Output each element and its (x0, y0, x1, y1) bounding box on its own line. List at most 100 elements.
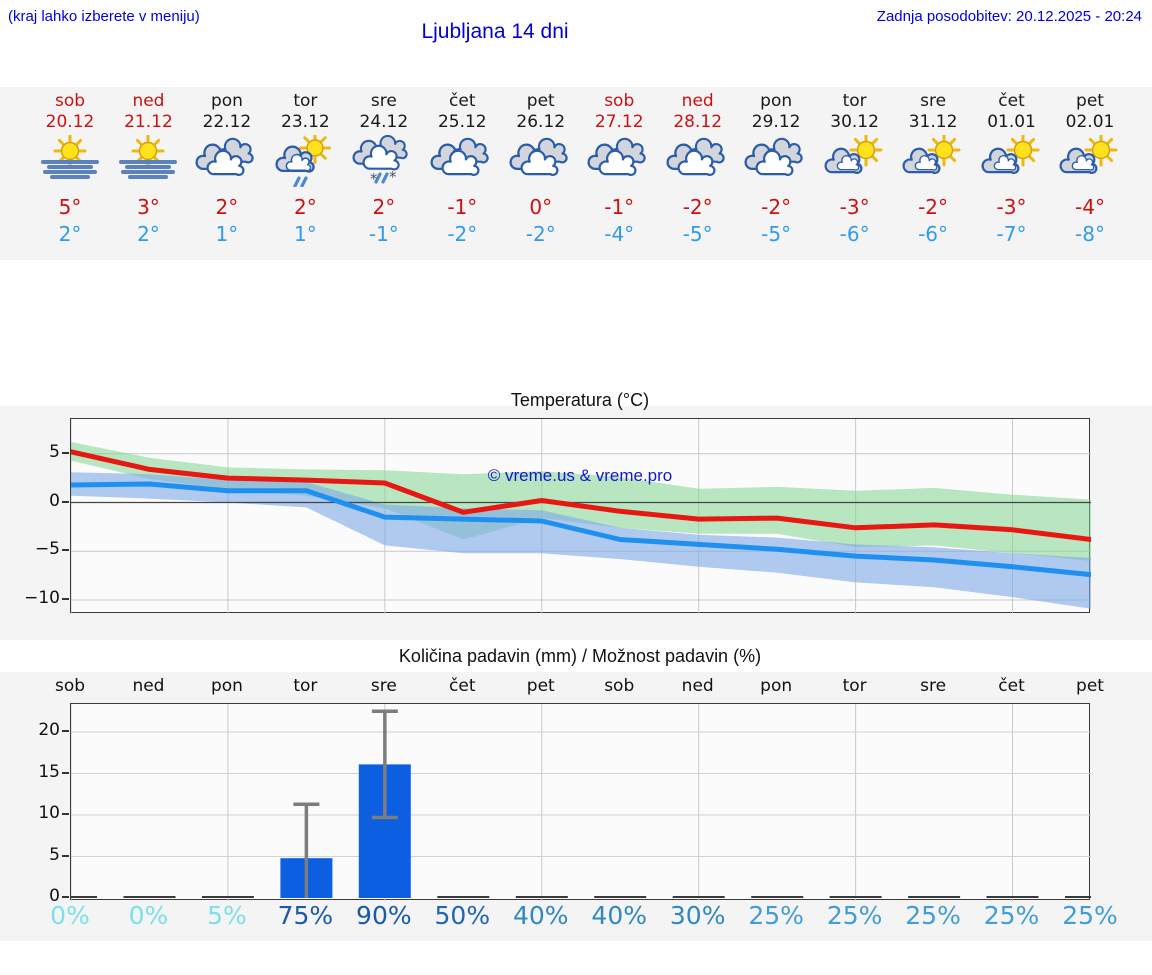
precip-day-label: ned (132, 676, 165, 696)
day-date-label: 24.12 (359, 112, 409, 132)
forecast-day-column: sre 24.12 * * 2° -1° (344, 91, 424, 248)
weather-icon (815, 133, 895, 191)
day-name-label: sre (370, 91, 397, 111)
weather-icon (30, 134, 110, 191)
weather-icon (265, 132, 345, 191)
temp-high-value: 5° (58, 195, 82, 219)
temp-high-value: -3° (839, 195, 870, 219)
precip-ytick-label: 20 (38, 720, 60, 740)
temp-low-value: 2° (137, 222, 160, 246)
min-temp-band (71, 472, 1091, 609)
precip-zero-bar (437, 896, 490, 898)
precip-percent-value: 25% (748, 901, 804, 930)
precip-percent-value: 5% (207, 901, 247, 930)
temp-low-value: -8° (1075, 222, 1105, 246)
precip-day-label: sob (604, 676, 635, 696)
partly-icon-svg (824, 133, 883, 174)
precip-percent-value: 0% (50, 901, 90, 930)
watermark-label: © vreme.us & vreme.pro (487, 466, 673, 485)
precip-tick-mark (62, 855, 69, 857)
temp-high-value: 2° (294, 195, 317, 219)
page-title: Ljubljana 14 dni (421, 20, 569, 43)
weather-icon: * * (344, 135, 424, 191)
forecast-day-column: sob 27.12 -1° -4° (579, 91, 659, 248)
temp-ytick-label: 0 (49, 491, 60, 511)
temp-low-value: -6° (918, 222, 949, 246)
temp-high-value: -2° (761, 195, 792, 219)
last-update-label: Zadnja posodobitev: 20.12.2025 - 20:24 (876, 8, 1142, 25)
weather-icon (108, 134, 188, 191)
menu-hint-note: (kraj lahko izberete v meniju) (8, 8, 200, 25)
temp-low-value: 2° (58, 222, 82, 246)
temp-high-value: -4° (1075, 195, 1105, 219)
precip-ytick-label: 0 (49, 886, 60, 906)
precip-day-label: ned (681, 676, 714, 696)
precip-percent-value: 40% (591, 901, 648, 930)
temp-high-value: -2° (682, 195, 713, 219)
day-date-label: 25.12 (437, 112, 487, 132)
forecast-day-column: pon 29.12 -2° -5° (736, 91, 816, 248)
weather-icon (736, 135, 816, 191)
precip-percent-value: 25% (826, 901, 883, 930)
day-name-label: sre (920, 91, 947, 111)
precipitation-chart-plot (70, 703, 1091, 901)
temp-ytick-label: 5 (49, 442, 60, 462)
sleet-icon-svg: * * (352, 135, 408, 188)
forecast-day-column: ned 28.12 -2° -5° (658, 91, 738, 248)
partly-icon-svg (902, 133, 961, 174)
precip-percent-value: 75% (277, 901, 334, 930)
forecast-day-column: sre 31.12 -2° -6° (893, 91, 973, 248)
day-name-label: sob (604, 91, 635, 111)
weather-icon (501, 135, 581, 191)
temp-low-value: -5° (761, 222, 792, 246)
precipitation-chart-title: Količina padavin (mm) / Možnost padavin … (398, 646, 762, 666)
precip-zero-bar (71, 896, 97, 898)
day-date-label: 01.01 (987, 112, 1036, 132)
day-name-label: pon (210, 91, 243, 111)
forecast-day-column: čet 01.01 -3° -7° (972, 91, 1052, 248)
temp-low-value: -2° (447, 222, 478, 246)
forecast-strip: sob 20.12 5° 2° ned 21.12 3° 2° pon 22.12 2° 1° tor 2… (0, 87, 1152, 260)
precip-zero-bar (201, 896, 254, 898)
day-date-label: 27.12 (594, 112, 644, 132)
precip-day-label: sob (54, 676, 86, 696)
cloudy-icon-svg (430, 137, 489, 176)
svg-text:*: * (370, 170, 378, 187)
svg-text:*: * (389, 168, 397, 186)
precip-zero-bar (829, 896, 882, 898)
precip-tick-mark (62, 813, 69, 815)
weather-icon (1050, 133, 1130, 191)
weather-icon (422, 135, 502, 191)
forecast-day-column: sob 20.12 5° 2° (30, 91, 110, 248)
forecast-day-column: čet 25.12 -1° -2° (422, 91, 502, 248)
day-date-label: 22.12 (202, 112, 252, 132)
precip-zero-bar (751, 896, 804, 898)
day-name-label: pet (1076, 91, 1104, 111)
temperature-chart-svg (71, 419, 1091, 614)
day-name-label: tor (842, 91, 867, 111)
day-name-label: sob (54, 91, 86, 111)
precip-zero-bar (123, 896, 176, 898)
temp-tick-mark (62, 501, 69, 503)
precip-day-label: čet (998, 676, 1025, 696)
cloudy-icon-svg (587, 137, 646, 176)
precip-day-label: tor (293, 676, 318, 696)
precip-percent-value: 25% (983, 901, 1040, 930)
forecast-day-column: tor 30.12 -3° -6° (815, 91, 895, 248)
temp-ytick-label: −5 (34, 539, 60, 559)
temperature-chart-title: Temperatura (°C) (510, 390, 650, 410)
temp-low-value: 1° (294, 222, 317, 246)
temp-high-value: -1° (447, 195, 478, 219)
day-date-label: 21.12 (124, 112, 173, 132)
temp-tick-mark (62, 549, 69, 551)
weather-icon (187, 135, 267, 191)
forecast-day-column: pet 02.01 -4° -8° (1050, 91, 1130, 248)
temp-high-value: 3° (137, 195, 160, 219)
weather-icon (893, 133, 973, 191)
max-temp-line (71, 449, 1091, 542)
temp-low-value: -1° (368, 222, 399, 246)
precip-ytick-label: 5 (49, 845, 60, 865)
temp-tick-mark (62, 452, 69, 454)
max-temp-band (71, 442, 1091, 561)
